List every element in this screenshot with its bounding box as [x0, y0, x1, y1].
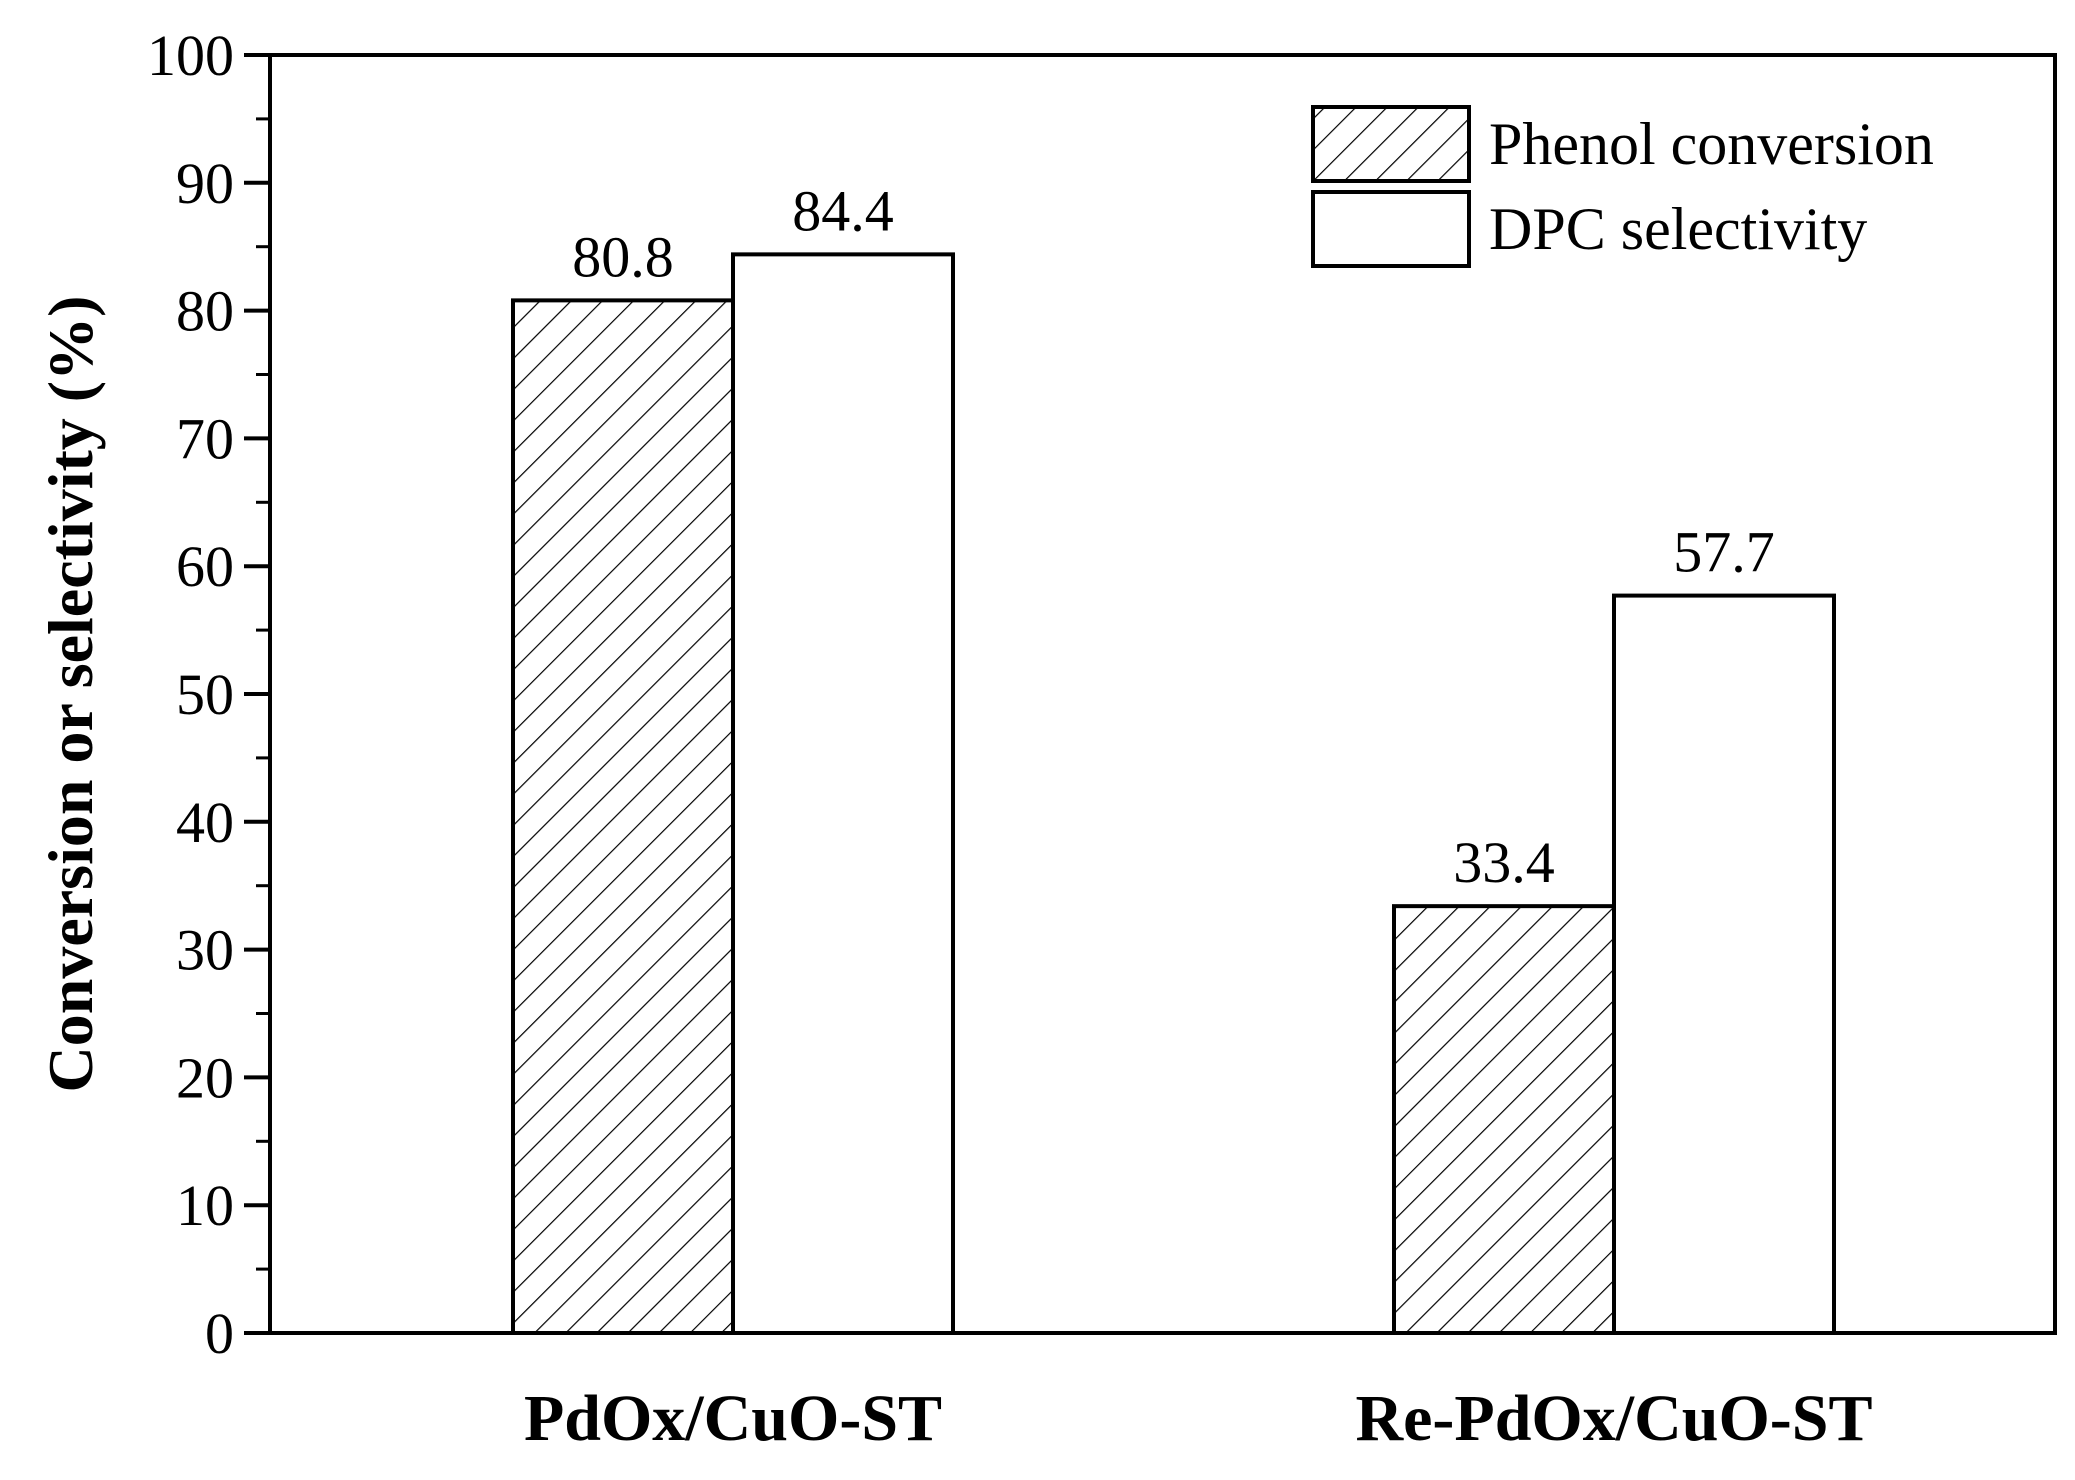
y-tick-label: 50: [176, 662, 234, 727]
legend: Phenol conversion DPC selectivity: [1311, 105, 1934, 268]
y-tick-label: 100: [147, 23, 234, 88]
y-tick-label: 80: [176, 279, 234, 344]
x-category-label: PdOx/CuO-ST: [524, 1382, 942, 1455]
legend-swatch: [1311, 190, 1471, 268]
bar-dpc-selectivity: [731, 252, 955, 1335]
legend-label: DPC selectivity: [1489, 196, 1867, 262]
bar-phenol-conversion: [1392, 904, 1616, 1335]
data-label: 57.7: [1673, 520, 1775, 585]
category-labels: PdOx/CuO-ST Re-PdOx/CuO-ST: [524, 1382, 1873, 1455]
bar-dpc-selectivity: [1612, 593, 1836, 1335]
y-tick-label: 20: [176, 1045, 234, 1110]
legend-label: Phenol conversion: [1489, 111, 1934, 177]
y-tick-label: 30: [176, 918, 234, 983]
bars: [511, 252, 1836, 1336]
legend-swatch: [1311, 105, 1471, 183]
bar-phenol-conversion: [511, 298, 735, 1336]
x-category-label: Re-PdOx/CuO-ST: [1355, 1382, 1872, 1455]
y-tick-label: 40: [176, 790, 234, 855]
y-tick-label: 90: [176, 151, 234, 216]
y-tick-label: 0: [205, 1301, 234, 1366]
y-tick-label: 70: [176, 406, 234, 471]
y-tick-label: 60: [176, 534, 234, 599]
y-axis-ticks: 0 10 20 30 40 50 60 70 80 90 100: [147, 23, 270, 1366]
data-label: 80.8: [572, 224, 674, 289]
plot-area-frame: [268, 53, 2057, 1335]
data-label: 84.4: [792, 178, 894, 243]
y-tick-label: 10: [176, 1173, 234, 1238]
y-axis-title: Conversion or selectivity (%): [35, 296, 106, 1093]
data-label: 33.4: [1453, 830, 1555, 895]
data-labels: 80.8 84.4 33.4 57.7: [572, 178, 1775, 895]
